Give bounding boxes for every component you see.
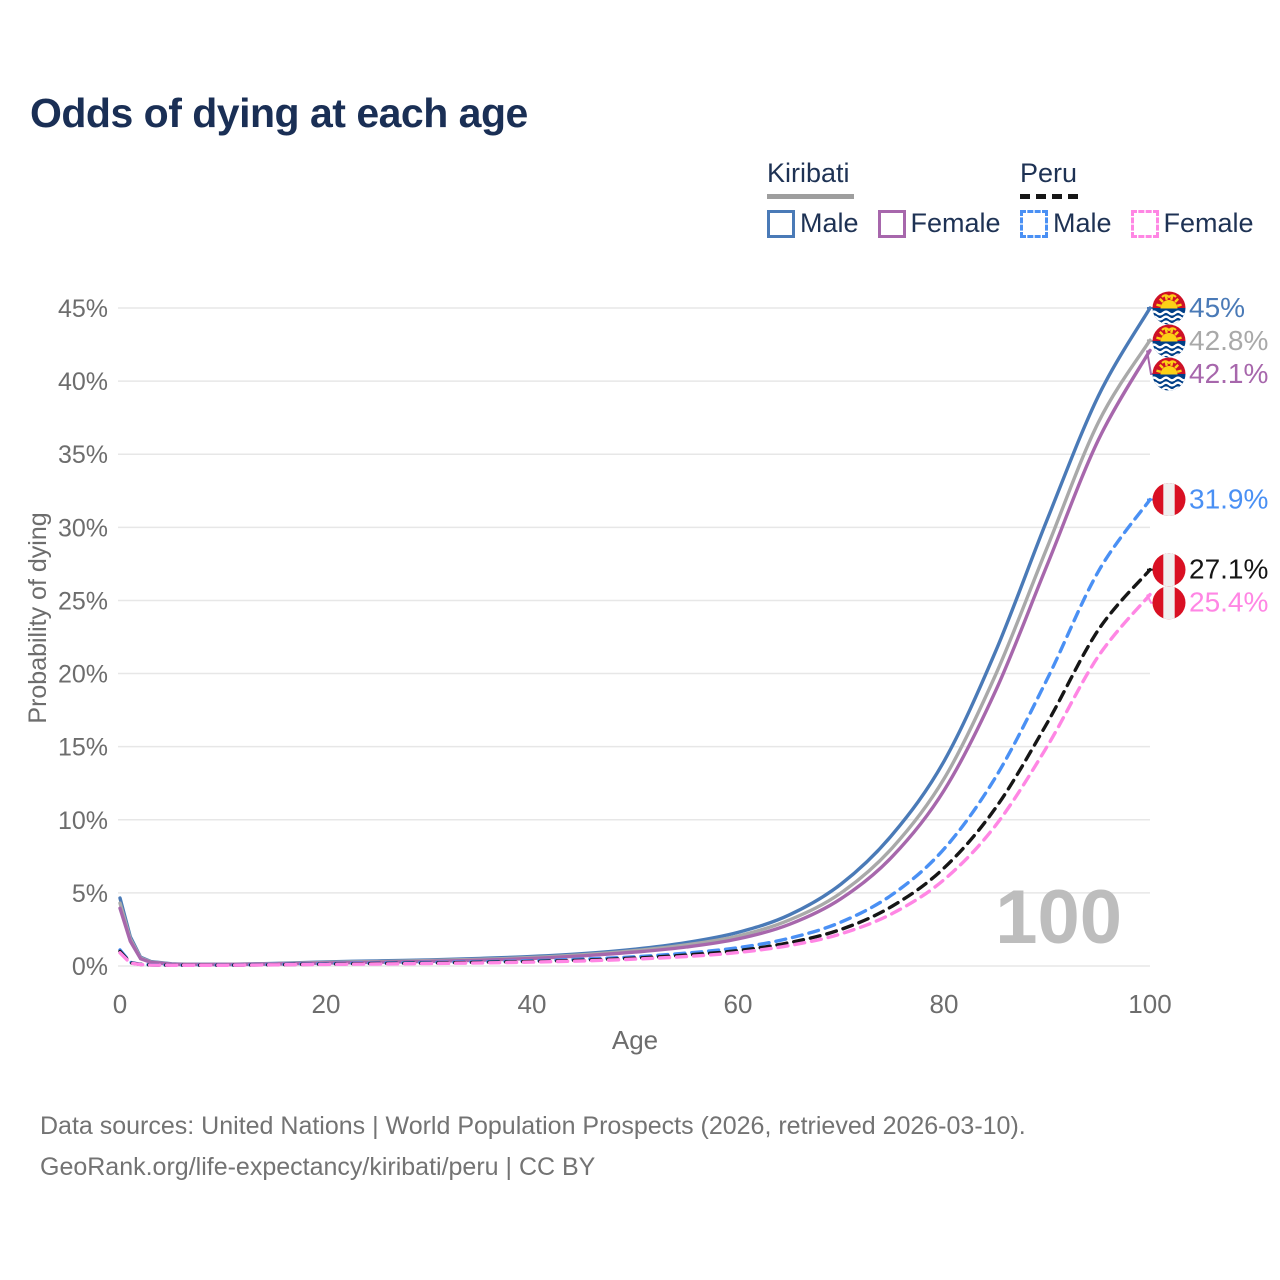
- x-tick-label: 60: [724, 989, 753, 1019]
- y-tick-label: 40%: [58, 368, 108, 396]
- end-value-label-peru-both: 27.1%: [1189, 554, 1268, 585]
- peru-flag-icon: [1152, 553, 1186, 587]
- x-tick-label: 100: [1128, 989, 1171, 1019]
- x-axis-title: Age: [612, 1025, 658, 1055]
- y-tick-label: 30%: [58, 514, 108, 542]
- y-tick-label: 20%: [58, 661, 108, 689]
- kiribati-line-style-swatch: [767, 194, 854, 199]
- legend-item-peru-male[interactable]: Male: [1020, 208, 1112, 239]
- peru-flag-icon: [1152, 586, 1186, 620]
- legend-country-kiribati[interactable]: Kiribati: [767, 158, 850, 188]
- x-tick-label: 40: [518, 989, 547, 1019]
- y-tick-label: 0%: [72, 953, 108, 981]
- y-tick-label: 15%: [58, 734, 108, 762]
- x-tick-label: 0: [113, 989, 127, 1019]
- series-line-kiribati-male[interactable]: [118, 306, 1152, 966]
- y-tick-label: 35%: [58, 441, 108, 469]
- legend-item-peru-female[interactable]: Female: [1130, 208, 1254, 239]
- end-value-label-peru-female: 25.4%: [1189, 587, 1268, 618]
- page-title: Odds of dying at each age: [30, 90, 528, 136]
- y-tick-label: 45%: [58, 295, 108, 323]
- kiribati-male-swatch-icon: [767, 209, 795, 238]
- peru-line-style-swatch: [1020, 194, 1078, 199]
- kiribati-flag-icon: [1152, 324, 1186, 358]
- end-value-label-peru-male: 31.9%: [1189, 484, 1268, 515]
- legend-item-kiribati-female[interactable]: Female: [877, 208, 1001, 239]
- end-value-label-kiribati-male: 45%: [1189, 292, 1245, 323]
- legend-group-peru: Peru Male Female: [1020, 158, 1254, 239]
- peru-flag-icon: [1152, 483, 1186, 517]
- y-tick-label: 25%: [58, 587, 108, 615]
- x-tick-label: 20: [312, 989, 341, 1019]
- legend-country-peru[interactable]: Peru: [1020, 158, 1078, 188]
- kiribati-female-swatch-icon: [877, 209, 906, 238]
- footer-attribution: GeoRank.org/life-expectancy/kiribati/per…: [40, 1153, 596, 1181]
- footer-data-sources: Data sources: United Nations | World Pop…: [40, 1112, 1026, 1140]
- end-value-label-kiribati-both: 42.8%: [1189, 325, 1268, 356]
- legend-group-kiribati: Kiribati Male Female: [767, 158, 1001, 239]
- footer: Data sources: United Nations | World Pop…: [40, 1106, 1026, 1188]
- legend-item-kiribati-male[interactable]: Male: [767, 208, 859, 239]
- y-tick-label: 5%: [72, 880, 108, 908]
- peru-female-swatch-icon: [1130, 209, 1159, 238]
- kiribati-flag-icon: [1152, 291, 1186, 325]
- legend-item-label: Male: [800, 208, 859, 238]
- series-line-kiribati-female[interactable]: [118, 348, 1152, 967]
- y-axis-title: Probability of dying: [24, 512, 52, 723]
- kiribati-flag-icon: [1152, 357, 1186, 391]
- legend-item-label: Male: [1053, 208, 1112, 238]
- y-tick-label: 10%: [58, 807, 108, 835]
- age-watermark: 100: [995, 875, 1122, 960]
- legend-item-label: Female: [910, 208, 1001, 238]
- series-line-peru-female[interactable]: [118, 592, 1152, 968]
- x-tick-label: 80: [930, 989, 959, 1019]
- peru-male-swatch-icon: [1020, 209, 1048, 238]
- end-value-label-kiribati-female: 42.1%: [1189, 358, 1268, 389]
- legend-item-label: Female: [1163, 208, 1254, 238]
